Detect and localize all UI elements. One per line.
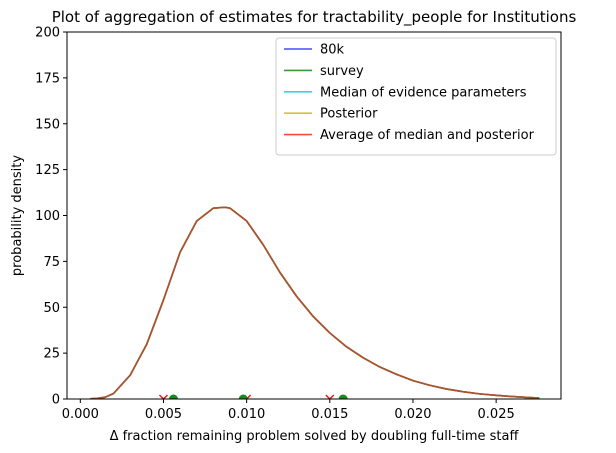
y-tick-label: 200 bbox=[35, 26, 60, 41]
y-tick-label: 100 bbox=[35, 209, 60, 224]
series-line-4 bbox=[90, 206, 540, 399]
legend-label: Median of evidence parameters bbox=[320, 85, 527, 100]
x-tick-label: 0.005 bbox=[145, 407, 182, 422]
legend-label: Posterior bbox=[320, 107, 378, 122]
legend-label: 80k bbox=[320, 43, 345, 58]
legend-frame bbox=[275, 37, 557, 156]
legend-label: survey bbox=[320, 64, 364, 79]
y-tick-label: 125 bbox=[35, 163, 60, 178]
circle-marker bbox=[238, 394, 248, 399]
y-axis-label: probability density bbox=[10, 155, 25, 276]
x-tick-label: 0.010 bbox=[228, 407, 265, 422]
y-tick-label: 150 bbox=[35, 117, 60, 132]
circle-marker bbox=[338, 394, 348, 399]
chart-title: Plot of aggregation of estimates for tra… bbox=[52, 8, 577, 27]
legend-label: Average of median and posterior bbox=[320, 128, 535, 143]
x-marker bbox=[325, 394, 335, 399]
series-line-1 bbox=[90, 206, 540, 399]
series-line-2 bbox=[90, 206, 540, 399]
overlapping-density-curve bbox=[90, 206, 540, 399]
y-tick-label: 25 bbox=[43, 347, 60, 362]
x-tick-label: 0.025 bbox=[478, 407, 515, 422]
plot-area bbox=[90, 206, 540, 399]
circle-marker bbox=[168, 394, 178, 399]
series-line-3 bbox=[90, 206, 540, 399]
y-tick-label: 50 bbox=[43, 301, 60, 316]
x-axis-label: Δ fraction remaining problem solved by d… bbox=[110, 429, 520, 444]
legend: 80k survey Median of evidence parameters Po… bbox=[275, 37, 557, 156]
series-line-5 bbox=[90, 206, 540, 399]
x-tick-label: 0.000 bbox=[62, 407, 99, 422]
x-marker bbox=[158, 394, 169, 399]
y-tick-label: 75 bbox=[43, 255, 60, 270]
x-axis: 0.000 0.005 0.010 0.015 0.020 0.025 bbox=[62, 399, 515, 422]
x-tick-label: 0.015 bbox=[311, 407, 348, 422]
x-tick-label: 0.020 bbox=[394, 407, 431, 422]
y-tick-label: 0 bbox=[52, 393, 60, 408]
y-tick-label: 175 bbox=[35, 71, 60, 86]
y-axis: 0 25 50 75 100 125 150 175 200 bbox=[35, 26, 67, 408]
